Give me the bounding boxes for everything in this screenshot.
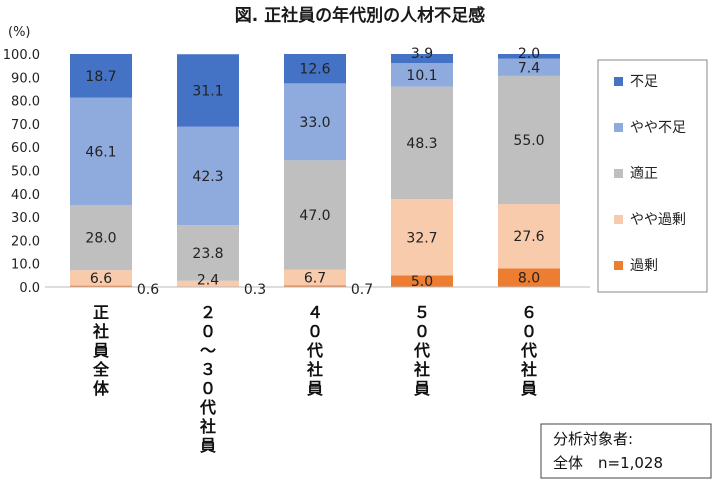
bar-segment <box>391 275 453 287</box>
legend-swatch <box>614 77 623 86</box>
legend-swatch <box>614 123 623 132</box>
bar-segment <box>498 58 560 76</box>
segment-value-label: 0.3 <box>244 282 266 298</box>
bar-segment <box>177 126 239 226</box>
legend-label: やや過剰 <box>630 212 686 228</box>
bar-segment <box>498 268 560 287</box>
bar-segment <box>284 285 346 287</box>
bar-segment <box>70 97 132 205</box>
segment-value-label: 32.7 <box>406 230 437 246</box>
chart-title: 図. 正社員の年代別の人材不足感 <box>235 5 485 26</box>
segment-labels: 0.6 6.6 28.0 46.1 18.7 0.3 2.4 23.8 42.3 31.1 0.7 6… <box>85 46 544 298</box>
segment-value-label: 48.3 <box>406 136 437 152</box>
segment-value-label: 7.4 <box>518 60 540 76</box>
bar-segment <box>70 270 132 286</box>
bars <box>45 54 590 288</box>
sample-note-box <box>540 423 712 479</box>
legend-swatch <box>614 169 623 178</box>
y-tick-label: 100.0 <box>3 48 40 63</box>
legend-swatch <box>614 261 623 270</box>
segment-value-label: 33.0 <box>299 115 330 131</box>
legend-swatch <box>614 215 623 224</box>
segment-value-label: 23.8 <box>192 246 223 262</box>
segment-value-label: 31.1 <box>192 83 223 99</box>
legend-label: 不足 <box>630 74 658 90</box>
segment-value-label: 2.0 <box>518 46 540 62</box>
y-tick-label: 60.0 <box>11 141 40 156</box>
sample-note: 分析対象者: 全体 n=1,028 <box>540 423 712 479</box>
segment-value-label: 3.9 <box>411 46 433 62</box>
category-label: ２０～３０代社員 <box>199 303 216 455</box>
bar-segment <box>498 75 560 205</box>
segment-value-label: 6.7 <box>304 271 326 287</box>
bar-segment <box>498 54 560 59</box>
legend-label: 過剰 <box>630 258 658 274</box>
bar-segment <box>177 225 239 281</box>
sample-note-line1: 分析対象者: <box>553 430 633 448</box>
y-tick-label: 30.0 <box>11 211 40 226</box>
category-label: ６０代社員 <box>520 303 537 398</box>
segment-value-label: 42.3 <box>192 169 223 185</box>
bar-segment <box>70 285 132 287</box>
bar-segment <box>284 269 346 286</box>
category-label: 正社員全体 <box>92 303 110 398</box>
y-axis-unit: (%) <box>8 25 31 40</box>
bar-segment <box>391 199 453 276</box>
legend-label: 適正 <box>630 165 658 182</box>
segment-value-label: 18.7 <box>85 69 116 85</box>
y-tick-label: 10.0 <box>11 258 40 273</box>
sample-note-line2: 全体 n=1,028 <box>553 454 663 472</box>
bar-segment <box>284 160 346 270</box>
segment-value-label: 47.0 <box>299 208 330 224</box>
segment-value-label: 28.0 <box>85 231 116 247</box>
bar-segment <box>498 204 560 269</box>
y-tick-label: 90.0 <box>11 71 40 86</box>
segment-value-label: 8.0 <box>518 271 540 287</box>
bar-segment <box>177 280 239 287</box>
category-label: ４０代社員 <box>306 303 323 398</box>
segment-value-label: 0.7 <box>351 282 373 298</box>
y-tick-label: 40.0 <box>11 188 40 203</box>
segment-value-label: 27.6 <box>513 229 544 245</box>
segment-value-label: 12.6 <box>299 62 330 78</box>
bar-segment <box>391 63 453 87</box>
bar-segment <box>70 204 132 271</box>
bar-segment <box>284 54 346 84</box>
bar-segment <box>177 54 239 127</box>
y-tick-label: 80.0 <box>11 95 40 110</box>
bar-segment <box>391 86 453 200</box>
category-labels: 正社員全体 ２０～３０代社員 ４０代社員 ５０代社員 ６０代社員 <box>92 303 537 455</box>
segment-value-label: 46.1 <box>85 144 116 160</box>
y-tick-label: 70.0 <box>11 118 40 133</box>
segment-value-label: 10.1 <box>406 68 437 84</box>
segment-value-label: 6.6 <box>90 271 112 287</box>
segment-value-label: 55.0 <box>513 133 544 149</box>
y-tick-label: 0.0 <box>19 281 40 296</box>
y-axis-ticks: 0.0 10.0 20.0 30.0 40.0 50.0 60.0 70.0 80.0 90.0 1… <box>3 48 40 296</box>
bar-segment <box>391 54 453 64</box>
y-tick-label: 50.0 <box>11 165 40 180</box>
segment-value-label: 5.0 <box>411 274 433 290</box>
category-label: ５０代社員 <box>413 303 430 398</box>
bar-segment <box>284 83 346 161</box>
segment-value-label: 2.4 <box>197 273 219 289</box>
y-tick-label: 20.0 <box>11 234 40 249</box>
segment-value-label: 0.6 <box>137 282 159 298</box>
legend-label: やや不足 <box>630 120 686 136</box>
bar-segment <box>70 54 132 98</box>
